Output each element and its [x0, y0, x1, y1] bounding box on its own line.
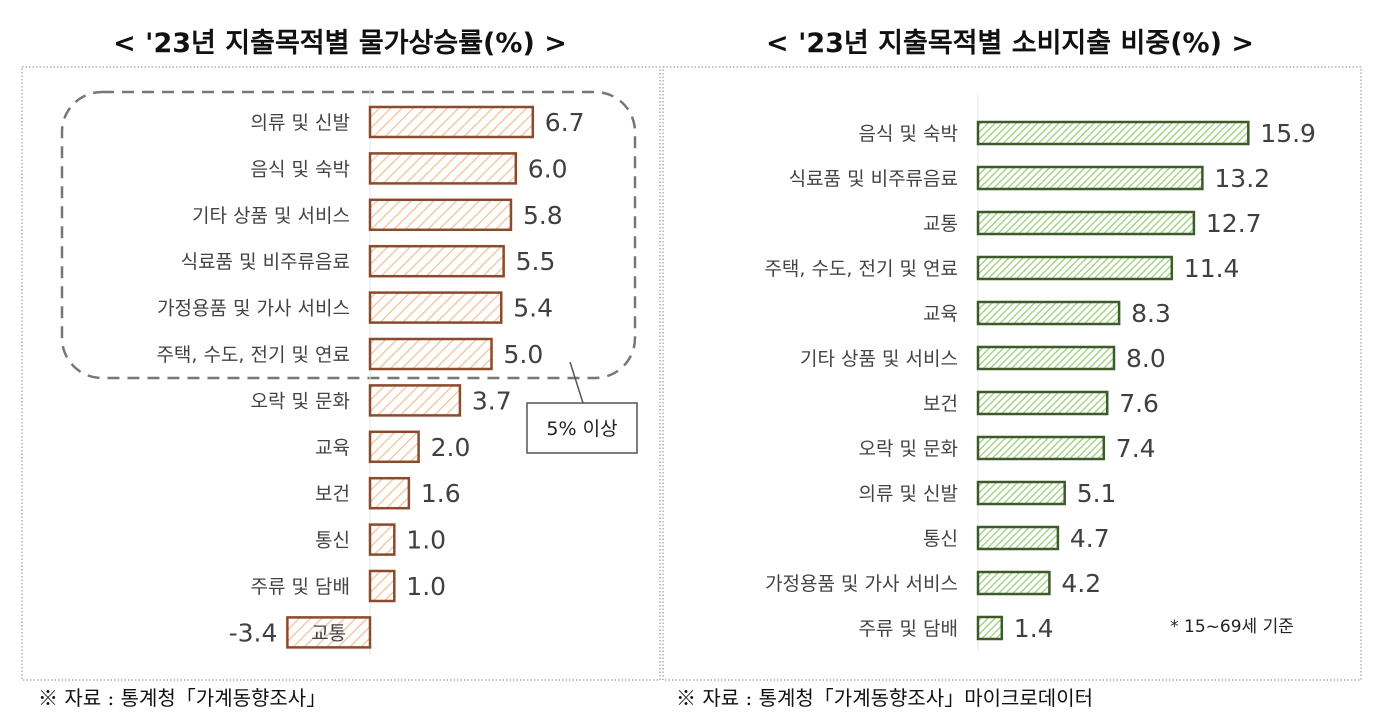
right-category-label-11: 주류 및 담배: [859, 618, 958, 640]
left-value-label-6: 3.7: [472, 386, 512, 415]
left-value-label-0: 6.7: [545, 108, 585, 137]
right-category-label-7: 오락 및 문화: [859, 438, 958, 460]
right-value-label-9: 4.7: [1070, 524, 1110, 553]
left-category-label-4: 가정용품 및 가사 서비스: [157, 298, 350, 320]
left-bar-6: [368, 384, 462, 417]
age-basis-note: * 15~69세 기준: [1170, 617, 1294, 637]
left-value-label-8: 1.6: [421, 479, 461, 508]
left-category-label-9: 통신: [315, 530, 350, 552]
right-bar-3: [976, 255, 1174, 281]
right-value-label-5: 8.0: [1126, 344, 1166, 373]
left-category-label-2: 기타 상품 및 서비스: [192, 205, 350, 227]
right-bar-9: [976, 525, 1060, 551]
right-bar-5: [976, 345, 1116, 371]
left-category-label-3: 식료품 및 비주류음료: [181, 251, 350, 273]
right-bar-4: [976, 300, 1121, 326]
left-value-label-2: 5.8: [523, 201, 563, 230]
left-category-label-1: 음식 및 숙박: [251, 158, 350, 180]
right-value-label-6: 7.6: [1119, 389, 1159, 418]
left-category-label-6: 오락 및 문화: [251, 390, 350, 412]
right-panel-border: [662, 66, 1362, 681]
right-source-note: ※ 자료 : 통계청「가계동향조사」마이크로데이터: [676, 686, 1093, 710]
callout-label: 5% 이상: [546, 418, 617, 440]
left-category-label-10: 주류 및 담배: [251, 576, 350, 598]
left-source-note: ※ 자료 : 통계청「가계동향조사」: [38, 686, 326, 710]
right-bar-2: [976, 210, 1196, 236]
left-category-label-7: 교육: [315, 437, 350, 459]
left-chart-title: < '23년 지출목적별 물가상승률(%) >: [113, 28, 567, 59]
left-value-label-7: 2.0: [431, 433, 471, 462]
right-bar-10: [976, 570, 1051, 596]
left-value-label-10: 1.0: [406, 572, 446, 601]
right-category-label-4: 교육: [923, 303, 958, 325]
right-value-label-1: 13.2: [1214, 164, 1270, 193]
left-bar-4: [368, 291, 503, 324]
right-bar-8: [976, 480, 1066, 506]
right-value-label-3: 11.4: [1184, 254, 1240, 283]
right-value-label-2: 12.7: [1206, 209, 1262, 238]
right-value-label-11: 1.4: [1014, 614, 1054, 643]
right-bar-7: [976, 435, 1106, 461]
left-value-label-1: 6.0: [528, 154, 568, 183]
left-category-label-0: 의류 및 신발: [251, 112, 350, 134]
right-value-label-10: 4.2: [1061, 569, 1101, 598]
highlight-dashed-box: [60, 90, 637, 380]
left-bar-10: [368, 569, 396, 603]
left-bar-2: [368, 198, 513, 232]
right-category-label-0: 음식 및 숙박: [859, 123, 958, 145]
right-category-label-5: 기타 상품 및 서비스: [800, 348, 958, 370]
left-bar-9: [368, 523, 396, 556]
right-bar-11: [976, 615, 1004, 641]
right-category-label-1: 식료품 및 비주류음료: [789, 168, 958, 190]
left-panel-border: [21, 66, 661, 681]
right-bar-1: [976, 165, 1204, 191]
right-value-label-0: 15.9: [1260, 119, 1316, 148]
right-value-label-4: 8.3: [1131, 299, 1171, 328]
right-category-label-9: 통신: [923, 528, 958, 550]
callout-line: [569, 361, 584, 404]
left-value-label-4: 5.4: [513, 294, 553, 323]
left-bar-5: [368, 337, 493, 371]
callout-box: [526, 402, 638, 454]
right-value-label-7: 7.4: [1116, 434, 1156, 463]
right-bar-0: [976, 120, 1250, 146]
left-bar-11: [286, 616, 372, 649]
left-bar-1: [368, 152, 518, 185]
right-category-label-2: 교통: [923, 213, 958, 235]
right-category-label-3: 주택, 수도, 전기 및 연료: [764, 258, 958, 280]
left-category-label-8: 보건: [315, 483, 350, 505]
right-category-label-10: 가정용품 및 가사 서비스: [765, 573, 958, 595]
right-chart-title: < '23년 지출목적별 소비지출 비중(%) >: [766, 28, 1254, 59]
left-value-label-3: 5.5: [516, 247, 556, 276]
left-value-label-5: 5.0: [504, 340, 544, 369]
left-bar-0: [368, 105, 535, 139]
right-value-label-8: 5.1: [1077, 479, 1117, 508]
right-category-label-6: 보건: [923, 393, 958, 415]
right-category-label-8: 의류 및 신발: [859, 483, 958, 505]
left-value-label-11: -3.4: [229, 618, 278, 647]
left-bar-7: [368, 430, 420, 464]
left-bar-8: [368, 476, 411, 510]
left-category-label-5: 주택, 수도, 전기 및 연료: [156, 344, 350, 366]
left-bar-3: [368, 244, 505, 278]
right-bar-6: [976, 390, 1109, 416]
left-value-label-9: 1.0: [406, 526, 446, 555]
left-category-label-11: 교통: [311, 622, 346, 644]
